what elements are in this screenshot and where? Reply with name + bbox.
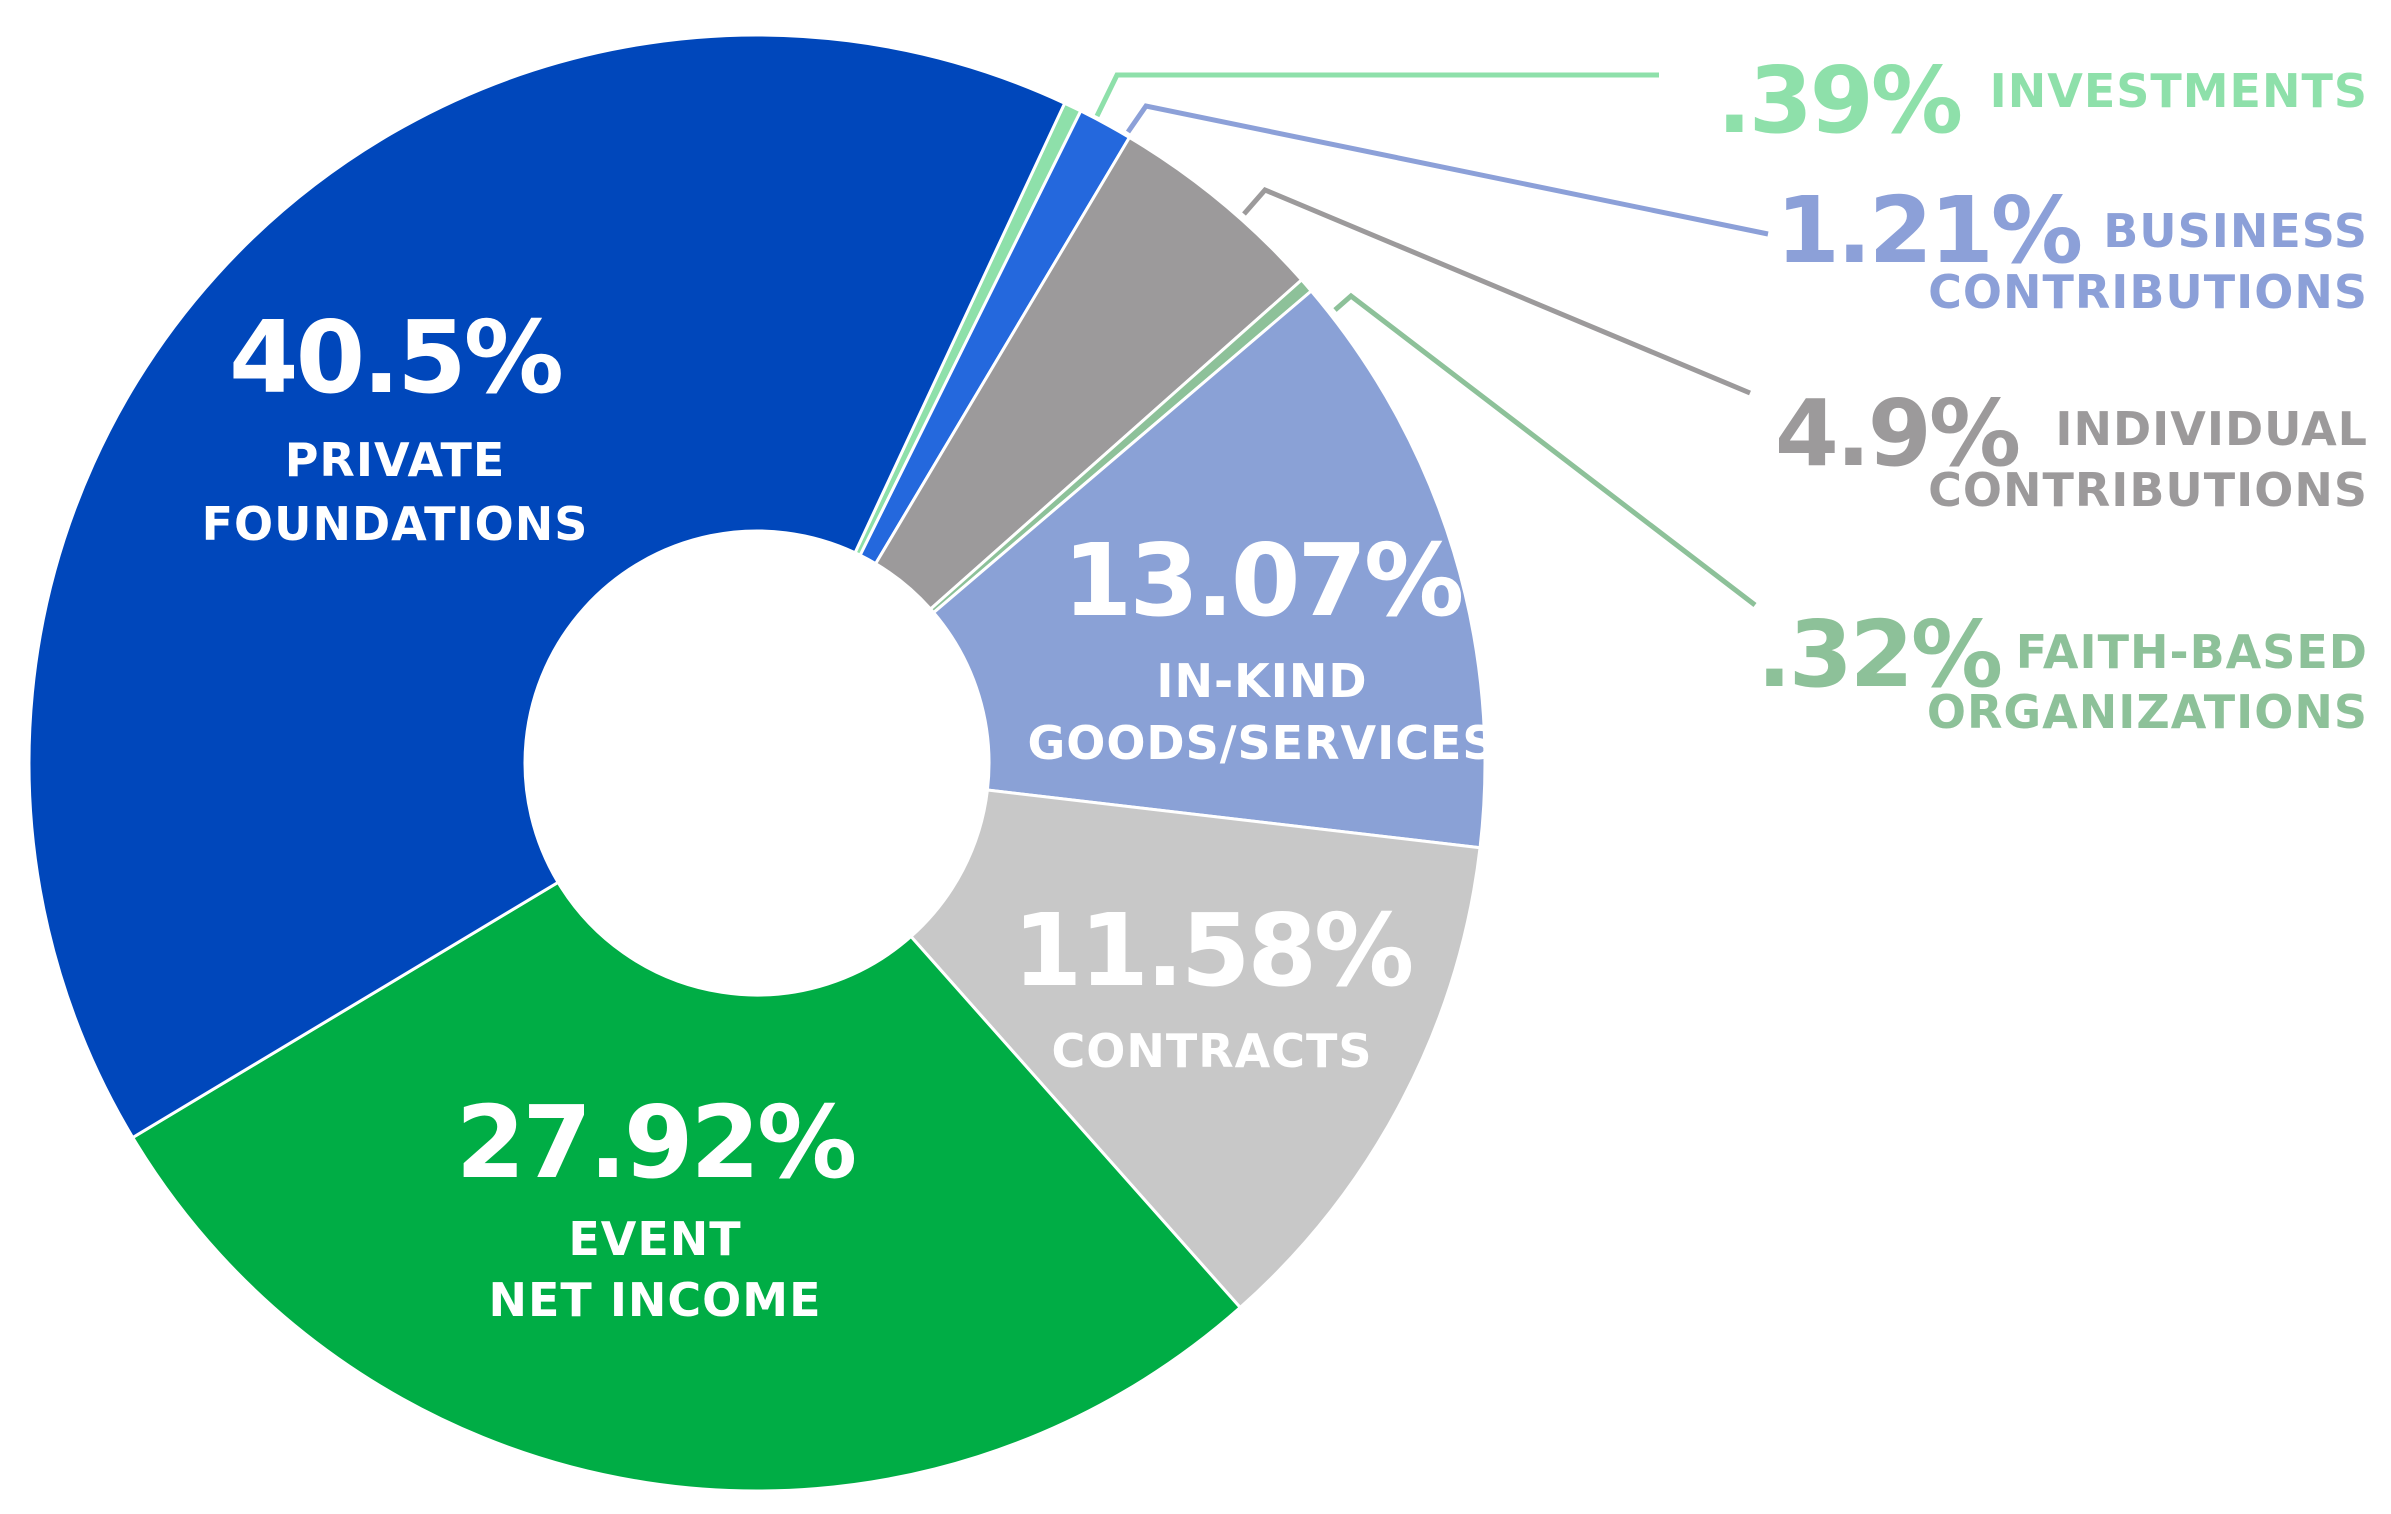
slice-event (130, 880, 1243, 1493)
pct-label-investments: .39% (1717, 47, 1961, 154)
category-label-private: FOUNDATIONS (202, 497, 589, 551)
category-label-inkind: GOODS/SERVICES (1027, 716, 1496, 770)
pct-label-faith: .32% (1757, 601, 2001, 708)
pct-label-business: 1.21% (1776, 177, 2081, 284)
leader-lines (1094, 72, 1769, 607)
slice-contracts (908, 788, 1482, 1310)
category-label-individual: CONTRIBUTIONS (1928, 463, 2368, 517)
category-label-business: BUSINESS (2103, 204, 2368, 258)
category-label-private: PRIVATE (285, 433, 506, 487)
slice-inkind (931, 288, 1487, 850)
leader-line-faith (1333, 292, 1757, 607)
pct-label-contracts: 11.58% (1013, 892, 1412, 1009)
leader-line-individual (1242, 186, 1751, 396)
slice-labels: .39% INVESTMENTS 1.21% BUSINESS CONTRIBUTION… (202, 47, 2368, 1327)
category-label-individual: INDIVIDUAL (2055, 402, 2368, 456)
category-label-investments: INVESTMENTS (1990, 64, 2368, 118)
slice-private (27, 33, 1067, 1140)
slices (27, 33, 1487, 1493)
category-label-faith: ORGANIZATIONS (1927, 685, 2368, 739)
leader-line-investments (1094, 72, 1659, 118)
leader-line-business (1125, 103, 1769, 237)
category-label-contracts: CONTRACTS (1051, 1024, 1372, 1078)
pct-label-individual: 4.9% (1775, 380, 2019, 487)
donut-hole (526, 532, 988, 994)
category-label-inkind: IN-KIND (1156, 654, 1367, 708)
category-label-faith: FAITH-BASED (2016, 625, 2368, 679)
pct-label-event: 27.92% (456, 1084, 855, 1201)
pct-label-private: 40.5% (229, 299, 562, 416)
category-label-event: NET INCOME (489, 1273, 822, 1327)
category-label-business: CONTRIBUTIONS (1928, 265, 2368, 319)
category-label-event: EVENT (568, 1212, 741, 1266)
pct-label-inkind: 13.07% (1063, 522, 1462, 639)
